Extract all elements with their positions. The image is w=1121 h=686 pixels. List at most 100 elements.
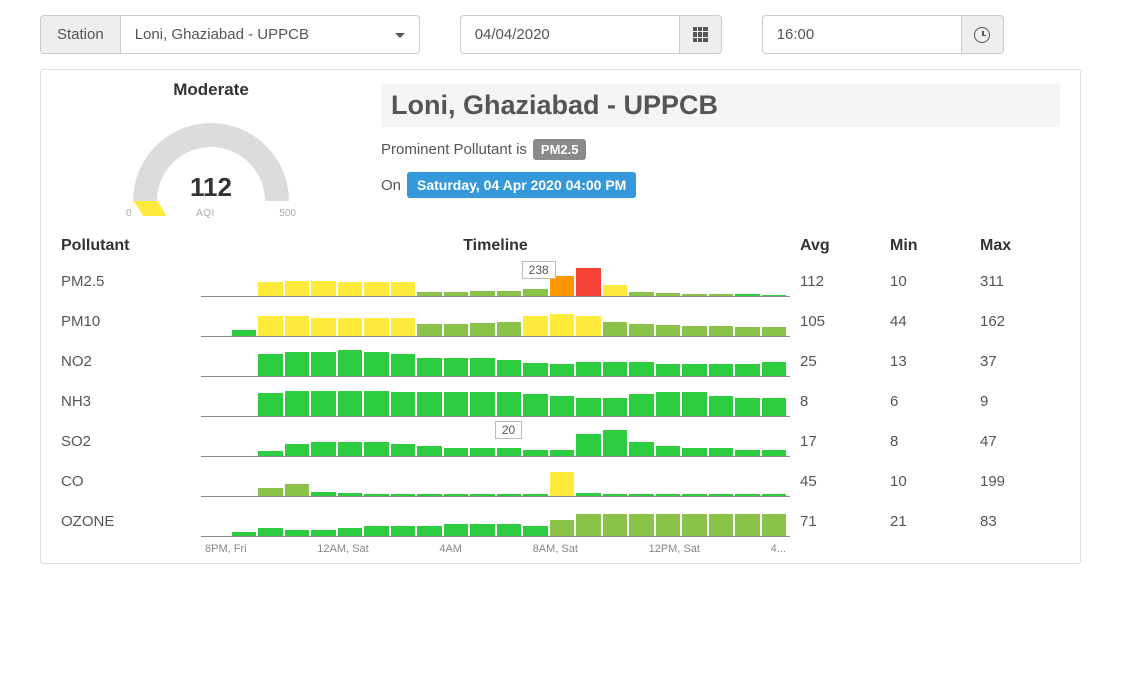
timeline-bar[interactable] [656,514,681,536]
timeline-bar[interactable] [258,488,283,496]
timeline-bar[interactable] [338,528,363,536]
timeline-bar[interactable] [735,364,760,376]
timeline-bar[interactable] [497,360,522,376]
timeline-bar[interactable] [232,532,257,536]
timeline-bar[interactable] [523,289,548,296]
timeline-bar[interactable] [497,392,522,416]
timeline-bar[interactable] [735,327,760,336]
timeline-bar[interactable] [762,327,787,336]
timeline-bar[interactable] [364,391,389,416]
timeline-bar[interactable] [762,450,787,456]
timeline-bar[interactable] [735,514,760,536]
timeline-bar[interactable] [258,316,283,336]
timeline-bar[interactable] [417,526,442,536]
timeline-bar[interactable] [550,450,575,456]
timeline-bar[interactable] [232,330,257,336]
timeline-bar[interactable] [444,494,469,496]
timeline-bar[interactable] [629,394,654,416]
timeline-bar[interactable] [709,294,734,296]
timeline-bar[interactable] [709,364,734,376]
timeline-bar[interactable] [338,350,363,376]
timeline-bar[interactable] [523,526,548,536]
timeline-bar[interactable] [285,484,310,496]
timeline-bar[interactable] [629,292,654,296]
timeline-bar[interactable] [497,291,522,296]
timeline-bar[interactable] [444,358,469,376]
timeline-chart[interactable] [201,465,790,497]
timeline-bar[interactable] [550,314,575,336]
timeline-bar[interactable] [444,392,469,416]
station-select[interactable]: Loni, Ghaziabad - UPPCB [120,15,420,54]
timeline-bar[interactable] [391,282,416,296]
timeline-bar[interactable] [364,526,389,536]
timeline-bar[interactable] [629,494,654,496]
timeline-bar[interactable] [417,324,442,336]
timeline-bar[interactable] [285,530,310,536]
timeline-bar[interactable] [417,494,442,496]
timeline-bar[interactable] [311,530,336,536]
timeline-bar[interactable] [656,325,681,336]
timeline-bar[interactable] [735,450,760,456]
timeline-bar[interactable] [523,316,548,336]
timeline-bar[interactable] [576,434,601,456]
timeline-bar[interactable] [762,514,787,536]
timeline-bar[interactable] [709,326,734,336]
timeline-bar[interactable] [682,448,707,456]
timeline-bar[interactable] [656,293,681,296]
timeline-bar[interactable] [709,514,734,536]
timeline-bar[interactable] [338,282,363,296]
timeline-chart[interactable]: 20 [201,425,790,457]
timeline-bar[interactable] [417,292,442,296]
timeline-bar[interactable] [444,524,469,536]
date-input[interactable]: 04/04/2020 [460,15,680,54]
timeline-bar[interactable] [470,392,495,416]
timeline-bar[interactable] [550,396,575,416]
timeline-bar[interactable] [311,492,336,496]
timeline-bar[interactable] [391,494,416,496]
timeline-bar[interactable] [285,391,310,416]
timeline-bar[interactable] [550,520,575,536]
timeline-bar[interactable] [285,352,310,376]
timeline-chart[interactable] [201,345,790,377]
timeline-bar[interactable] [444,292,469,296]
timeline-bar[interactable] [629,324,654,336]
timeline-bar[interactable] [391,526,416,536]
timeline-bar[interactable] [444,324,469,336]
timeline-bar[interactable] [311,391,336,416]
timeline-bar[interactable] [576,268,601,296]
timeline-bar[interactable] [285,281,310,296]
timeline-bar[interactable] [258,528,283,536]
timeline-bar[interactable] [603,514,628,536]
timeline-bar[interactable] [735,398,760,416]
timeline-bar[interactable] [603,494,628,496]
timeline-bar[interactable] [470,323,495,336]
timeline-bar[interactable] [497,448,522,456]
timeline-bar[interactable] [470,291,495,296]
timeline-bar[interactable] [762,362,787,376]
time-picker-button[interactable] [962,15,1004,54]
timeline-bar[interactable] [311,442,336,456]
timeline-bar[interactable] [603,430,628,456]
timeline-bar[interactable] [656,364,681,376]
timeline-bar[interactable] [338,493,363,496]
timeline-bar[interactable] [470,358,495,376]
timeline-bar[interactable] [285,444,310,456]
timeline-bar[interactable] [682,392,707,416]
timeline-bar[interactable] [576,362,601,376]
timeline-bar[interactable] [417,446,442,456]
timeline-bar[interactable] [629,442,654,456]
timeline-bar[interactable] [523,450,548,456]
timeline-bar[interactable] [417,358,442,376]
timeline-chart[interactable]: 238 [201,265,790,297]
time-input[interactable]: 16:00 [762,15,962,54]
timeline-bar[interactable] [762,295,787,296]
timeline-bar[interactable] [576,514,601,536]
timeline-bar[interactable] [391,354,416,376]
timeline-bar[interactable] [364,442,389,456]
timeline-bar[interactable] [550,364,575,376]
timeline-bar[interactable] [338,391,363,416]
timeline-bar[interactable] [576,398,601,416]
timeline-bar[interactable] [258,354,283,376]
timeline-bar[interactable] [656,392,681,416]
timeline-bar[interactable] [258,393,283,416]
